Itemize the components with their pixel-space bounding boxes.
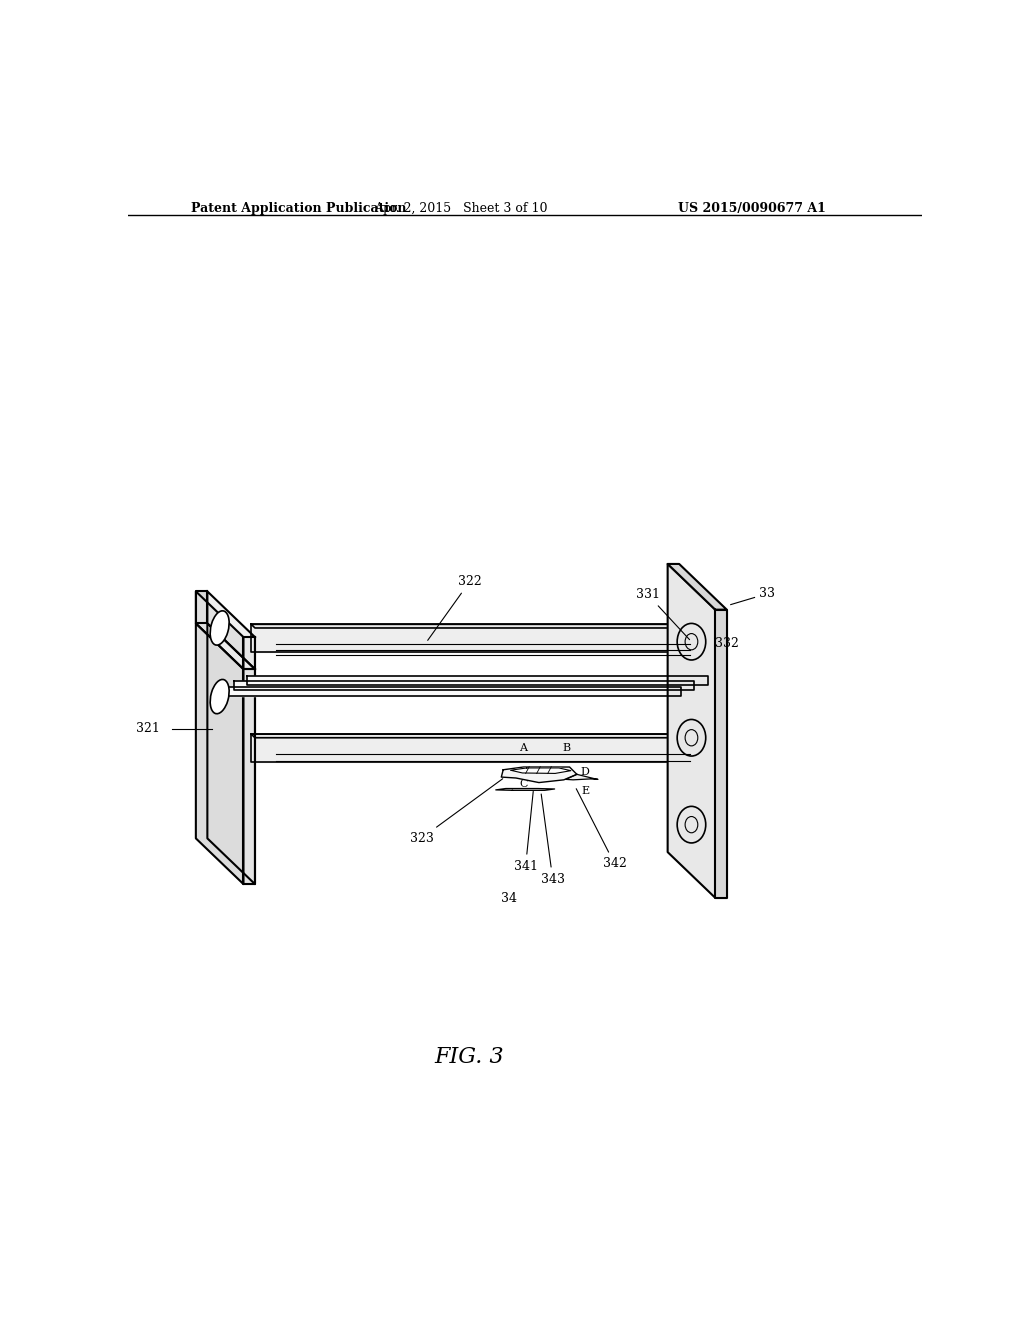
Polygon shape [196,623,244,884]
Text: US 2015/0090677 A1: US 2015/0090677 A1 [679,202,826,215]
Polygon shape [251,624,712,652]
Polygon shape [715,610,727,898]
Ellipse shape [210,680,229,714]
Text: 343: 343 [541,795,564,886]
Polygon shape [207,591,255,669]
Polygon shape [196,591,244,669]
Text: 322: 322 [428,576,481,640]
Polygon shape [668,564,715,898]
Text: C: C [519,779,527,789]
Polygon shape [251,734,712,762]
Polygon shape [244,669,255,884]
Text: E: E [582,785,590,796]
Text: Apr. 2, 2015   Sheet 3 of 10: Apr. 2, 2015 Sheet 3 of 10 [375,202,548,215]
Polygon shape [496,788,555,791]
Ellipse shape [210,611,229,645]
Polygon shape [502,767,577,783]
Polygon shape [565,775,598,780]
Text: A: A [519,743,527,752]
Text: 342: 342 [577,789,627,870]
Polygon shape [207,623,255,884]
Text: 323: 323 [410,779,503,845]
Text: 34: 34 [501,892,517,906]
Text: 332: 332 [715,636,739,649]
Text: 33: 33 [759,586,774,599]
Text: D: D [581,767,589,776]
Polygon shape [511,768,570,774]
Polygon shape [244,638,255,669]
Polygon shape [251,624,715,628]
Polygon shape [668,564,727,610]
Polygon shape [234,681,694,690]
Polygon shape [248,676,708,685]
Text: 331: 331 [636,587,689,640]
Text: B: B [563,743,570,752]
Text: 341: 341 [514,791,538,873]
Polygon shape [251,734,715,738]
Polygon shape [196,591,207,623]
Text: 321: 321 [136,722,160,735]
Text: Patent Application Publication: Patent Application Publication [191,202,407,215]
Text: FIG. 3: FIG. 3 [434,1045,504,1068]
Polygon shape [221,686,681,696]
